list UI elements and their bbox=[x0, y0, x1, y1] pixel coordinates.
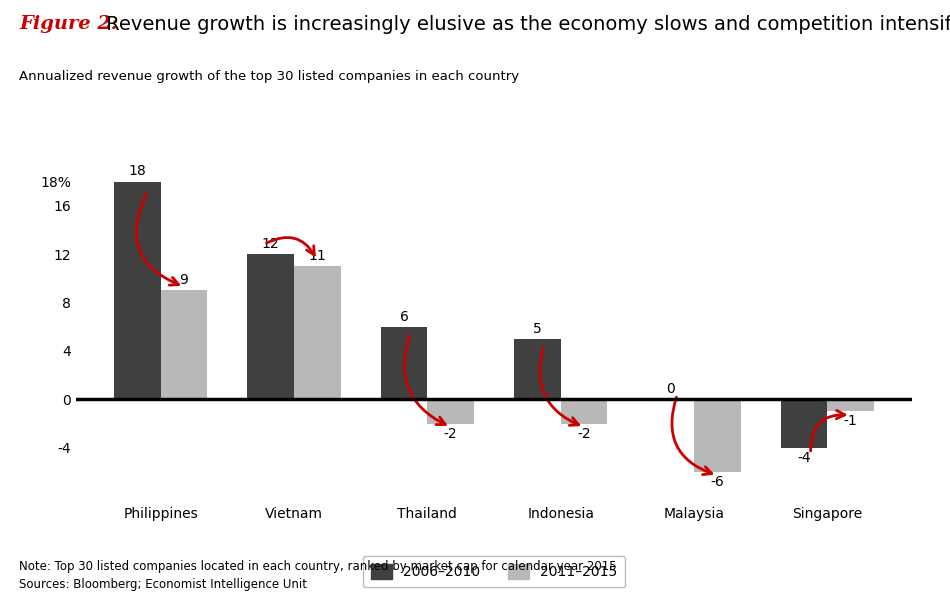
Bar bbox=[247, 254, 294, 399]
Bar bbox=[560, 399, 607, 423]
Text: 0: 0 bbox=[666, 382, 675, 396]
Text: -1: -1 bbox=[844, 414, 858, 428]
Legend: 2006–2010, 2011–2015: 2006–2010, 2011–2015 bbox=[363, 556, 625, 587]
Text: 18: 18 bbox=[128, 165, 146, 178]
Text: Figure 2:: Figure 2: bbox=[19, 15, 118, 33]
Bar bbox=[781, 399, 827, 448]
Text: 9: 9 bbox=[180, 273, 188, 287]
Text: Revenue growth is increasingly elusive as the economy slows and competition inte: Revenue growth is increasingly elusive a… bbox=[100, 15, 950, 34]
Text: 11: 11 bbox=[309, 249, 326, 263]
Bar bbox=[161, 290, 207, 399]
Bar bbox=[694, 399, 741, 472]
Bar bbox=[114, 182, 161, 399]
Bar bbox=[381, 327, 428, 399]
Bar bbox=[294, 266, 341, 399]
Bar bbox=[514, 339, 560, 399]
Text: -4: -4 bbox=[797, 451, 810, 465]
Bar bbox=[827, 399, 874, 411]
Text: -2: -2 bbox=[578, 427, 591, 440]
Text: -2: -2 bbox=[444, 427, 458, 440]
Text: Sources: Bloomberg; Economist Intelligence Unit: Sources: Bloomberg; Economist Intelligen… bbox=[19, 578, 307, 590]
Text: 5: 5 bbox=[533, 322, 542, 336]
Text: Note: Top 30 listed companies located in each country, ranked by market cap for : Note: Top 30 listed companies located in… bbox=[19, 560, 617, 572]
Text: 12: 12 bbox=[262, 237, 279, 251]
Bar bbox=[428, 399, 474, 423]
Text: 6: 6 bbox=[400, 310, 408, 324]
Text: Annualized revenue growth of the top 30 listed companies in each country: Annualized revenue growth of the top 30 … bbox=[19, 70, 519, 82]
Text: -6: -6 bbox=[711, 475, 724, 489]
